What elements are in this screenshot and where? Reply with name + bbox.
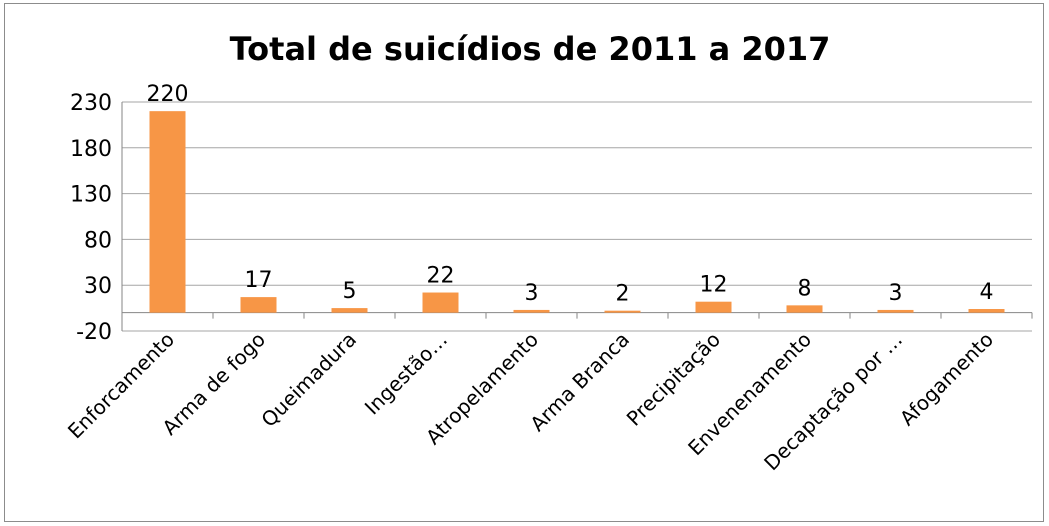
bar bbox=[240, 297, 277, 313]
bar bbox=[149, 111, 186, 313]
data-label: 22 bbox=[427, 264, 455, 289]
bar bbox=[331, 308, 368, 313]
bar bbox=[968, 309, 1005, 313]
y-tick-label: 30 bbox=[84, 274, 112, 299]
y-tick-label: 130 bbox=[70, 183, 112, 208]
data-label: 8 bbox=[798, 276, 812, 301]
data-label: 2 bbox=[616, 282, 630, 307]
chart-title: Total de suicídios de 2011 a 2017 bbox=[230, 30, 831, 68]
category-label: Ingestão… bbox=[360, 327, 452, 419]
y-tick-label: 230 bbox=[70, 91, 112, 116]
bars bbox=[149, 111, 1005, 313]
category-label: Precipitação bbox=[622, 327, 725, 430]
data-label: 3 bbox=[889, 281, 903, 306]
bar bbox=[877, 309, 914, 313]
data-label: 12 bbox=[700, 273, 728, 298]
data-label: 3 bbox=[525, 281, 539, 306]
data-label: 5 bbox=[343, 279, 357, 304]
data-label: 220 bbox=[147, 82, 189, 107]
bar bbox=[513, 309, 550, 313]
y-tick-label: -20 bbox=[76, 320, 112, 345]
data-label: 4 bbox=[980, 280, 994, 305]
y-tick-label: 80 bbox=[84, 228, 112, 253]
category-label: Queimadura bbox=[256, 327, 361, 432]
bar bbox=[604, 310, 641, 313]
y-tick-label: 180 bbox=[70, 137, 112, 162]
data-labels: 220 17 5 22 3 2 12 8 3 4 bbox=[147, 82, 994, 307]
bar bbox=[695, 301, 732, 313]
y-axis-ticks: -20 30 80 130 180 230 bbox=[70, 91, 112, 345]
bar bbox=[786, 305, 823, 313]
bar bbox=[422, 292, 459, 313]
data-label: 17 bbox=[245, 268, 273, 293]
category-label: Afogamento bbox=[895, 327, 998, 430]
gridlines bbox=[121, 101, 1033, 332]
